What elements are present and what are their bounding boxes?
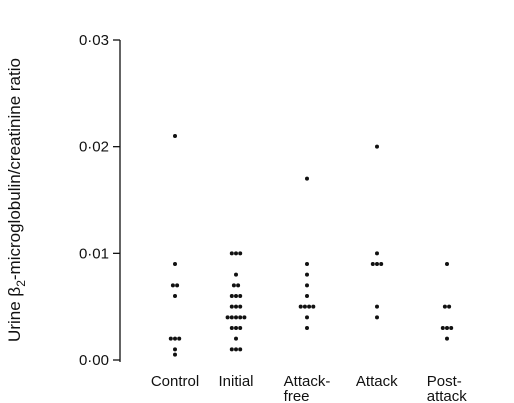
data-point [234, 272, 238, 277]
data-point [449, 326, 454, 330]
data-point [238, 347, 243, 352]
y-axis-title: Urine β2-microglobulin/creatinine ratio [5, 58, 28, 342]
data-point [238, 294, 243, 298]
data-point [170, 283, 175, 288]
data-point [173, 347, 177, 352]
category-label: Post-attack [427, 373, 468, 403]
data-point [177, 336, 182, 341]
data-point [307, 304, 312, 309]
data-point [229, 315, 234, 320]
category-label-line: Control [151, 373, 199, 390]
data-point [234, 347, 238, 352]
y-tick-label: 0·00 [79, 352, 109, 369]
data-point [173, 352, 177, 357]
data-point [445, 336, 449, 341]
data-point [229, 326, 234, 330]
category-label-line: Post- [427, 373, 462, 390]
data-point [305, 315, 309, 320]
data-point [229, 347, 234, 352]
data-point [238, 304, 243, 309]
data-point [375, 251, 379, 256]
data-point [375, 262, 379, 266]
data-point [375, 315, 379, 320]
data-point [173, 262, 177, 266]
data-point [234, 336, 238, 341]
data-point [175, 283, 180, 288]
data-point [234, 326, 238, 330]
data-point [375, 144, 379, 149]
data-point [173, 134, 177, 138]
category-label: Attack-free [284, 373, 331, 403]
y-tick-label: 0·01 [79, 245, 109, 262]
data-point [305, 294, 309, 298]
data-point [370, 262, 375, 266]
data-point [238, 251, 243, 256]
y-tick-label: 0·02 [79, 139, 109, 156]
data-point [302, 304, 307, 309]
y-tick-label: 0·03 [79, 32, 109, 49]
data-point [173, 336, 177, 341]
data-point [447, 304, 452, 309]
category-label-line: Attack [356, 373, 398, 390]
data-point [305, 272, 309, 277]
category-label-line: attack [427, 388, 468, 403]
y-axis-title-main: Urine β [5, 287, 24, 342]
category-label: Initial [218, 373, 253, 390]
data-point [229, 251, 234, 256]
data-point [311, 304, 316, 309]
data-point [445, 262, 449, 266]
category-label: Control [151, 373, 199, 390]
data-point [234, 294, 238, 298]
data-point [298, 304, 303, 309]
data-point [440, 326, 445, 330]
data-point [225, 315, 230, 320]
data-point [173, 294, 177, 298]
data-point [168, 336, 173, 341]
data-point [229, 294, 234, 298]
category-labels: Control Initial Attack-free Attack Post-atta… [151, 373, 467, 403]
y-axis-title-subscript: 2 [14, 280, 28, 287]
category-label: Attack [356, 373, 398, 390]
data-point [234, 251, 238, 256]
data-point [234, 304, 238, 309]
data-point [231, 283, 236, 288]
data-point [445, 326, 449, 330]
data-point [305, 326, 309, 330]
data-point [238, 326, 243, 330]
category-label-line: free [284, 388, 310, 403]
data-points [168, 134, 454, 357]
y-axis-ticks: 0·00 0·01 0·02 0·03 [79, 32, 120, 369]
data-point [305, 176, 309, 181]
data-point [442, 304, 447, 309]
data-point [305, 283, 309, 288]
data-point [305, 262, 309, 266]
data-point [236, 283, 241, 288]
y-axis-title-rest: -microglobulin/creatinine ratio [5, 58, 24, 280]
data-point [234, 315, 238, 320]
data-point [242, 315, 247, 320]
data-point [379, 262, 384, 266]
data-point [229, 304, 234, 309]
category-label-line: Attack- [284, 373, 331, 390]
category-label-line: Initial [218, 373, 253, 390]
data-point [375, 304, 379, 309]
data-point [238, 315, 243, 320]
